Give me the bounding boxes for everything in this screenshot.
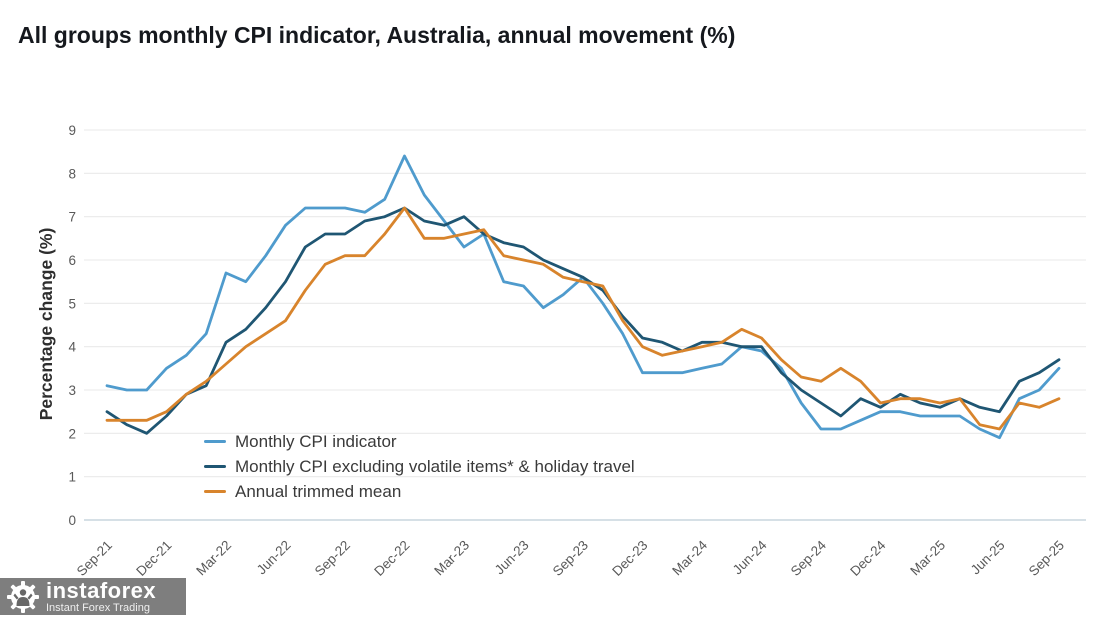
y-tick-label: 7 <box>68 210 76 225</box>
y-tick-label: 6 <box>68 253 76 268</box>
watermark-tagline-text: Instant Forex Trading <box>46 601 150 614</box>
y-axis-title: Percentage change (%) <box>36 228 56 421</box>
x-tick-label: Sep-22 <box>312 538 353 579</box>
series-line-monthly-cpi-indicator <box>105 154 1061 440</box>
legend-swatch <box>204 440 226 443</box>
x-tick-label: Jun-23 <box>492 538 532 578</box>
x-tick-label: Sep-21 <box>74 538 115 579</box>
y-tick-label: 0 <box>68 513 76 528</box>
legend-item: Annual trimmed mean <box>204 479 635 504</box>
gear-person-icon <box>7 580 39 613</box>
y-tick-label: 3 <box>68 383 76 398</box>
legend-label: Annual trimmed mean <box>235 481 402 501</box>
x-tick-label: Dec-21 <box>133 538 174 579</box>
x-tick-label: Sep-23 <box>550 538 591 579</box>
y-tick-label: 9 <box>68 123 76 138</box>
x-tick-label: Mar-25 <box>907 538 948 579</box>
y-tick-label: 4 <box>68 340 76 355</box>
legend-label: Monthly CPI indicator <box>235 431 397 451</box>
x-tick-label: Sep-25 <box>1026 538 1067 579</box>
y-tick-label: 2 <box>68 426 76 441</box>
legend-item: Monthly CPI indicator <box>204 429 635 454</box>
series-line-monthly-cpi-excluding-volatile-items-holiday-travel <box>105 206 1061 435</box>
x-tick-label: Mar-24 <box>669 537 710 578</box>
legend-item: Monthly CPI excluding volatile items* & … <box>204 454 635 479</box>
x-tick-label: Jun-22 <box>254 538 294 578</box>
data-series-lines <box>105 154 1061 440</box>
x-tick-label: Dec-23 <box>609 538 650 579</box>
x-tick-label: Jun-24 <box>730 537 770 577</box>
legend-label: Monthly CPI excluding volatile items* & … <box>235 456 635 476</box>
x-tick-label: Sep-24 <box>788 537 830 579</box>
x-tick-label: Mar-23 <box>431 538 472 579</box>
legend-swatch <box>204 490 226 493</box>
y-tick-label: 1 <box>68 470 76 485</box>
x-tick-label: Jun-25 <box>968 538 1008 578</box>
gridlines <box>84 129 1086 521</box>
y-axis-tick-labels: 0 1 2 3 4 5 6 7 8 9 <box>68 123 76 528</box>
x-tick-label: Dec-22 <box>371 538 412 579</box>
instaforex-watermark: instaforex Instant Forex Trading <box>0 578 186 615</box>
x-tick-label: Mar-22 <box>193 538 234 579</box>
legend-swatch <box>204 465 226 468</box>
watermark-brand-text: instaforex <box>46 577 157 603</box>
x-axis-tick-labels: Sep-21 Dec-21 Mar-22 Jun-22 Sep-22 Dec-22 Mar-… <box>74 537 1067 579</box>
chart-legend: Monthly CPI indicator Monthly CPI excludi… <box>204 429 635 504</box>
page-title: All groups monthly CPI indicator, Austra… <box>18 22 736 48</box>
y-tick-label: 5 <box>68 296 76 311</box>
x-tick-label: Dec-24 <box>847 537 889 579</box>
series-line-annual-trimmed-mean <box>105 206 1061 431</box>
y-tick-label: 8 <box>68 166 76 181</box>
